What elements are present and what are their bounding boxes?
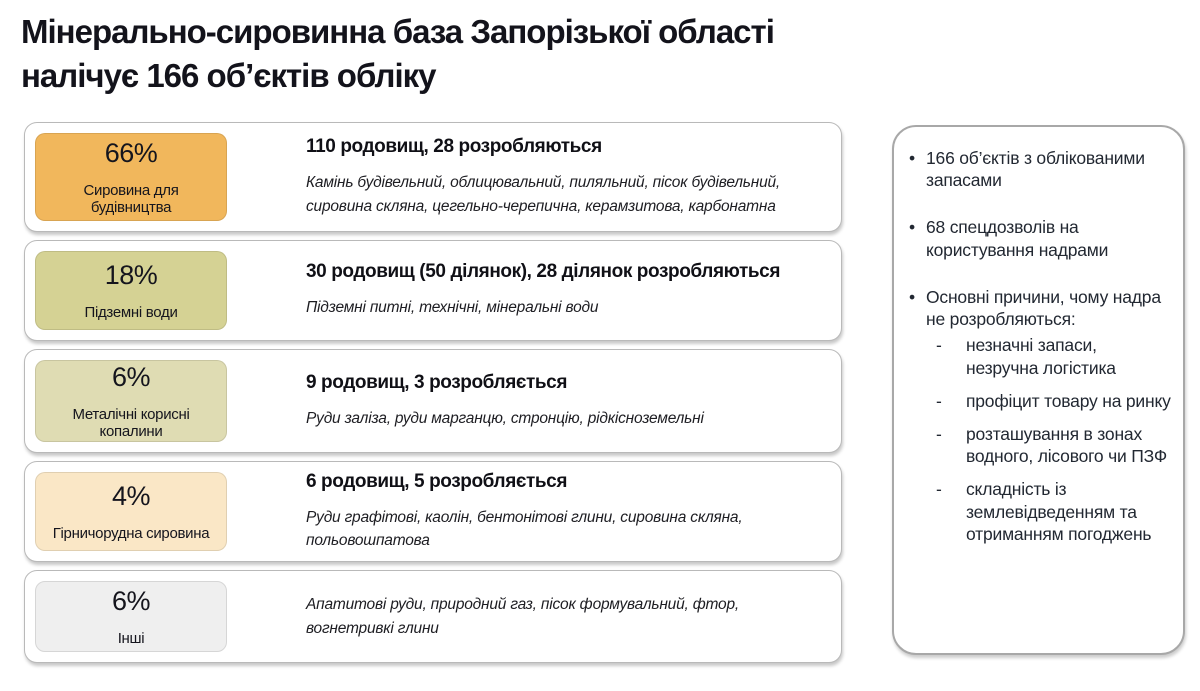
card-others: 6% Інші Апатитові руди, природний газ, п… [24, 570, 842, 663]
reason-text: розташування в зонах водного, лісового ч… [966, 423, 1167, 467]
card-metallic-minerals: 6% Металічні корисні копалини 9 родовищ,… [24, 349, 842, 453]
category-heading: 110 родовищ, 28 розробляються [306, 136, 602, 158]
reason-item-surplus: - профіцит товару на ринку [928, 390, 1171, 412]
category-text: 30 родовищ (50 ділянок), 28 ділянок розр… [306, 241, 811, 340]
category-heading: 9 родовищ, 3 розробляється [306, 371, 568, 393]
category-text: 110 родовищ, 28 розробляються Камінь буд… [306, 123, 811, 231]
dash-icon: - [936, 479, 942, 500]
category-text: 9 родовищ, 3 розробляється Руди заліза, … [306, 350, 811, 452]
summary-bullet-text: 68 спецдозволів на користування надрами [926, 217, 1109, 260]
reason-item-location: - розташування в зонах водного, лісового… [928, 423, 1171, 467]
dash-icon: - [936, 335, 942, 356]
dash-icon: - [936, 423, 942, 444]
card-construction-raw-materials: 66% Сировина для будівництва 110 родовищ… [24, 122, 842, 232]
category-percent: 6% [111, 585, 151, 616]
summary-bullet-reasons: • Основні причини, чому надра не розробл… [904, 286, 1171, 330]
category-badge: 66% Сировина для будівництва [35, 133, 227, 221]
category-text: Апатитові руди, природний газ, пісок фор… [306, 571, 811, 662]
card-mining-ore-raw-materials: 4% Гірничорудна сировина 6 родовищ, 5 ро… [24, 461, 842, 562]
category-percent: 66% [104, 137, 158, 168]
dash-icon: - [936, 390, 942, 411]
reason-item-land-allocation: - складність із землевідведенням та отри… [928, 478, 1171, 545]
summary-panel: • 166 об’єктів з облікованими запасами •… [892, 125, 1185, 655]
summary-bullet-objects: • 166 об’єктів з облікованими запасами [904, 147, 1171, 191]
category-label: Гірничорудна сировина [52, 524, 210, 542]
category-badge: 6% Металічні корисні копалини [35, 360, 227, 442]
page-title-line2: налічує 166 об’єктів обліку [21, 56, 437, 94]
summary-bullet-text: 166 об’єктів з облікованими запасами [926, 148, 1145, 191]
category-label: Підземні води [84, 303, 178, 321]
category-badge: 6% Інші [35, 581, 227, 652]
category-details: Руди графітові, каолін, бентонітові глин… [306, 508, 743, 549]
category-details: Камінь будівельний, облицювальний, пилял… [306, 174, 781, 215]
summary-bullet-permits: • 68 спецдозволів на користування надрам… [904, 216, 1171, 260]
reason-item-reserves: - незначні запаси, незручна логістика [928, 334, 1171, 378]
bullet-icon: • [909, 217, 915, 238]
category-badge: 18% Підземні води [35, 251, 227, 330]
category-heading: 30 родовищ (50 ділянок), 28 ділянок розр… [306, 261, 781, 283]
reason-text: складність із землевідведенням та отрима… [966, 479, 1152, 544]
category-details: Підземні питні, технічні, мінеральні вод… [306, 299, 599, 317]
category-details: Руди заліза, руди марганцю, стронцію, рі… [306, 409, 704, 427]
page-title-line1: Мінерально-сировинна база Запорізької об… [21, 13, 775, 50]
summary-bullet-text: Основні причини, чому надра не розробляю… [926, 286, 1161, 330]
category-label: Металічні корисні копалини [72, 405, 190, 440]
category-percent: 6% [111, 361, 151, 392]
category-percent: 4% [111, 480, 151, 511]
card-groundwater: 18% Підземні води 30 родовищ (50 ділянок… [24, 240, 842, 341]
category-cards: 66% Сировина для будівництва 110 родовищ… [24, 122, 842, 663]
category-text: 6 родовищ, 5 розробляється Руди графітов… [306, 462, 811, 561]
category-label: Сировина для будівництва [83, 181, 179, 216]
category-badge: 4% Гірничорудна сировина [35, 472, 227, 551]
category-heading: 6 родовищ, 5 розробляється [306, 470, 568, 492]
page-title: Мінерально-сировинна база Запорізької об… [21, 10, 1171, 97]
reason-text: профіцит товару на ринку [966, 390, 1171, 411]
category-details: Апатитові руди, природний газ, пісок фор… [306, 596, 739, 637]
category-percent: 18% [104, 259, 158, 290]
bullet-icon: • [909, 286, 915, 307]
category-label: Інші [117, 629, 145, 647]
reason-text: незначні запаси, незручна логістика [966, 335, 1116, 378]
bullet-icon: • [909, 148, 915, 168]
